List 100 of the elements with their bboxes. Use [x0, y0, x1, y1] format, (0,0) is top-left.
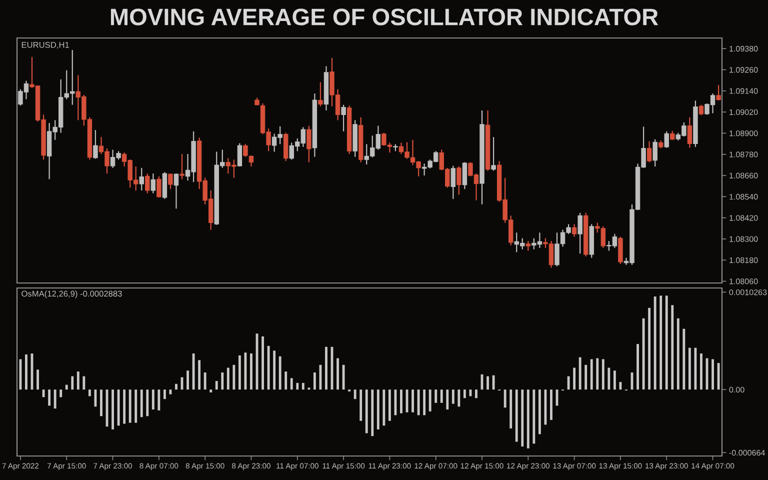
bar: [232, 364, 236, 390]
bar: [342, 364, 345, 390]
bar: [100, 390, 102, 416]
bar: [688, 348, 691, 390]
candlestick: [618, 236, 623, 265]
candlestick: [306, 125, 312, 163]
bar: [452, 390, 454, 404]
y-tick-label: 1.09140: [730, 88, 758, 94]
bar: [128, 390, 132, 423]
bar: [262, 336, 264, 390]
bar: [76, 372, 80, 390]
candlestick: [180, 153, 184, 180]
candlestick: [652, 138, 658, 168]
bar: [613, 370, 616, 390]
bar: [163, 390, 166, 400]
bar: [278, 356, 282, 390]
bar: [123, 390, 126, 424]
bar: [221, 372, 224, 390]
chart-subtitle: EURUSD,H1: [22, 42, 69, 49]
bar: [244, 352, 247, 390]
y-tick-label: 1.09380: [730, 46, 758, 52]
bar: [510, 390, 512, 428]
bar: [463, 390, 466, 398]
bar: [158, 390, 160, 410]
bar: [567, 376, 570, 390]
candlestick: [318, 82, 323, 107]
bar: [475, 390, 478, 398]
bar: [636, 344, 639, 390]
bar: [446, 390, 449, 410]
bar: [428, 390, 432, 412]
bar: [36, 370, 39, 390]
bar: [671, 305, 674, 390]
bar: [660, 296, 662, 390]
candlestick: [145, 172, 150, 194]
candlestick: [150, 172, 156, 194]
bar: [526, 390, 530, 448]
bar: [134, 390, 138, 423]
bar: [694, 348, 697, 390]
bar: [313, 372, 316, 390]
bar: [146, 390, 149, 416]
bar: [336, 358, 339, 390]
candlestick: [450, 165, 456, 200]
bar: [88, 390, 91, 396]
bar: [434, 390, 438, 403]
bar: [71, 376, 74, 390]
candlestick: [93, 129, 98, 160]
bar: [544, 390, 547, 425]
bar: [648, 308, 651, 390]
bar: [382, 390, 386, 426]
bar: [238, 355, 241, 390]
bar: [665, 296, 668, 390]
bar: [198, 360, 201, 390]
y-tick-label: 1.09260: [730, 67, 758, 73]
bar: [596, 358, 599, 390]
bar: [573, 368, 576, 390]
candlestick: [168, 172, 173, 190]
bar: [642, 318, 645, 390]
chart-title: MOVING AVERAGE OF OSCILLATOR INDICATOR: [110, 8, 658, 26]
candlestick: [572, 224, 577, 238]
candlestick: [237, 142, 242, 168]
bar: [578, 357, 582, 390]
bar: [42, 390, 45, 398]
candlestick: [698, 104, 704, 116]
bar: [417, 390, 420, 416]
bar: [440, 390, 443, 403]
bar: [290, 378, 293, 390]
candlestick: [491, 136, 496, 172]
candlestick: [248, 154, 254, 168]
candlestick: [162, 172, 168, 200]
bar: [296, 382, 299, 390]
candlestick: [139, 167, 144, 192]
candlestick: [578, 212, 582, 254]
bar: [682, 328, 686, 390]
bar: [117, 390, 120, 426]
bar: [515, 390, 518, 442]
candlestick: [664, 130, 669, 148]
bar: [504, 390, 506, 408]
y-tick-label: 1.08180: [730, 257, 758, 264]
bar: [325, 346, 328, 390]
bar: [48, 390, 51, 406]
candlestick: [716, 84, 721, 102]
y-tick-label: 1.09020: [730, 109, 758, 116]
bar: [152, 390, 154, 410]
bar: [412, 390, 414, 412]
y-tick-label: 1.08660: [730, 172, 758, 178]
candlestick: [462, 162, 468, 190]
bar: [360, 390, 362, 421]
bar: [140, 390, 143, 418]
y-tick-label: 1.08060: [730, 278, 758, 284]
bar: [60, 390, 62, 398]
bar: [486, 376, 489, 390]
y-tick-label: 1.08900: [730, 130, 758, 136]
candlestick: [687, 116, 692, 148]
bar: [654, 296, 656, 390]
bar: [65, 384, 68, 390]
bar: [538, 390, 541, 434]
bar: [400, 390, 402, 414]
candlestick: [456, 166, 462, 196]
bar: [584, 364, 588, 390]
bar: [608, 368, 610, 390]
